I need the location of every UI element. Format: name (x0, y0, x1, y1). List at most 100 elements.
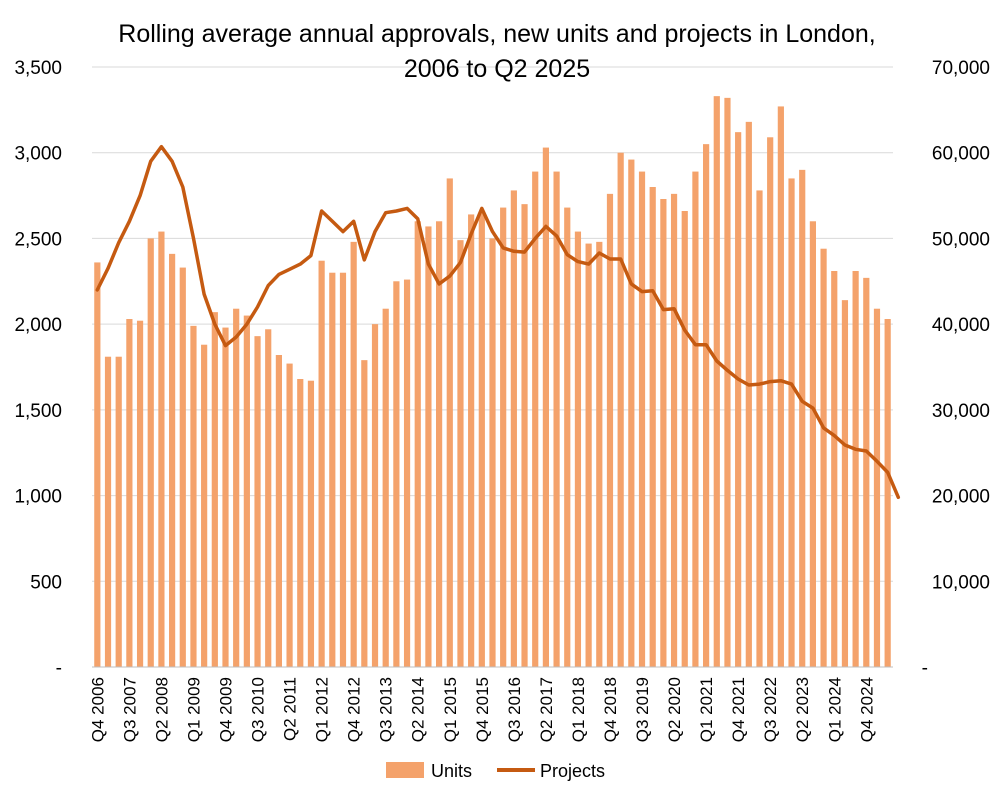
right-tick-label: 30,000 (932, 401, 990, 422)
x-tick-label: Q4 2018 (601, 677, 620, 742)
units-bar (574, 231, 582, 668)
units-bar (297, 379, 304, 667)
x-tick-label: Q3 2016 (505, 677, 524, 742)
units-bar (104, 356, 112, 667)
left-tick-label: 1,500 (14, 401, 62, 422)
units-bar (329, 272, 336, 667)
units-bar (265, 329, 272, 667)
right-axis-ticks: - 10,000 20,000 30,000 40,000 50,000 60,000 70,… (922, 58, 990, 679)
left-tick-label: 500 (30, 572, 62, 593)
left-tick-label: 1,000 (14, 487, 62, 508)
units-bar (403, 279, 411, 667)
units-bar (873, 308, 881, 667)
units-bar (767, 137, 774, 668)
legend-units-swatch (386, 762, 424, 778)
x-tick-label: Q4 2006 (88, 677, 107, 742)
x-tick-label: Q2 2023 (793, 677, 812, 742)
units-bar (414, 221, 421, 668)
units-bar (670, 193, 678, 667)
right-tick-label: 20,000 (932, 487, 990, 508)
units-bar (638, 171, 646, 668)
units-bar (841, 300, 849, 667)
legend-projects-label: Projects (540, 761, 605, 781)
units-bar (222, 327, 229, 667)
units-bar (831, 271, 838, 667)
units-bar (756, 190, 763, 667)
projects-line-group (95, 144, 901, 500)
units-bar (211, 312, 218, 667)
x-tick-label: Q1 2009 (185, 677, 204, 742)
units-bar (799, 169, 806, 667)
legend: Units Projects (386, 761, 605, 781)
units-bar (190, 325, 197, 667)
x-tick-label: Q3 2013 (377, 677, 396, 742)
units-bar (254, 336, 261, 667)
units-bar (788, 178, 795, 667)
units-bar (318, 260, 325, 667)
right-tick-label: 70,000 (932, 58, 990, 79)
units-bar (735, 132, 742, 668)
units-bar (713, 96, 720, 667)
units-bar (478, 212, 485, 667)
x-tick-label: Q1 2024 (825, 677, 844, 742)
units-bar (521, 204, 528, 667)
units-bar (510, 190, 517, 667)
right-tick-label: 50,000 (932, 229, 990, 250)
left-tick-label: - (56, 658, 62, 679)
units-bar (136, 320, 144, 667)
units-bar (179, 267, 186, 667)
right-tick-label: 10,000 (932, 572, 990, 593)
units-bar (307, 380, 315, 667)
chart-title-line-1: Rolling average annual approvals, new un… (118, 20, 875, 48)
units-bar (703, 144, 710, 668)
units-bar (884, 319, 891, 667)
right-tick-label: 60,000 (932, 144, 990, 165)
x-tick-label: Q3 2010 (249, 677, 268, 742)
x-tick-label: Q2 2020 (665, 677, 684, 742)
units-bar (681, 211, 688, 667)
units-bar (724, 97, 731, 668)
units-bar (126, 319, 133, 667)
units-bar (233, 308, 240, 667)
x-tick-label: Q3 2019 (633, 677, 652, 742)
x-tick-label: Q3 2022 (761, 677, 780, 742)
legend-units-label: Units (431, 761, 472, 781)
units-bar (446, 178, 453, 667)
units-bar (243, 315, 250, 667)
units-bar (286, 363, 293, 667)
units-bar (275, 355, 282, 667)
units-bar (628, 159, 635, 668)
units-bar (147, 238, 154, 667)
units-bar (532, 171, 539, 668)
x-tick-label: Q2 2008 (152, 677, 171, 742)
x-tick-label: Q1 2018 (569, 677, 588, 742)
x-tick-label: Q4 2024 (857, 677, 876, 742)
x-tick-label: Q2 2011 (281, 677, 300, 741)
units-bar (585, 243, 592, 668)
right-tick-label: - (922, 658, 928, 679)
x-tick-label: Q4 2015 (473, 677, 492, 742)
units-bar (436, 221, 443, 668)
x-axis-ticks: Q4 2006 Q3 2007 Q2 2008 Q1 2009 Q4 2009 Q3 20… (88, 677, 876, 742)
units-bar (542, 147, 549, 668)
units-bars (94, 96, 891, 668)
units-bar (350, 241, 357, 667)
left-tick-label: 3,000 (14, 144, 62, 165)
units-bar (660, 199, 667, 667)
units-bar (382, 308, 389, 667)
units-bar (489, 238, 496, 667)
units-bar (169, 253, 176, 667)
right-tick-label: 40,000 (932, 315, 990, 336)
x-tick-label: Q1 2015 (441, 677, 460, 742)
chart-title-line-2: 2006 to Q2 2025 (404, 55, 590, 83)
units-bar (809, 221, 816, 668)
left-tick-label: 2,000 (14, 315, 62, 336)
units-bar (339, 272, 347, 667)
units-bar (425, 226, 432, 667)
units-bar (564, 207, 571, 668)
left-tick-label: 3,500 (14, 58, 62, 79)
units-bar (863, 277, 870, 667)
units-bar (606, 193, 614, 667)
x-tick-label: Q2 2017 (537, 677, 556, 742)
